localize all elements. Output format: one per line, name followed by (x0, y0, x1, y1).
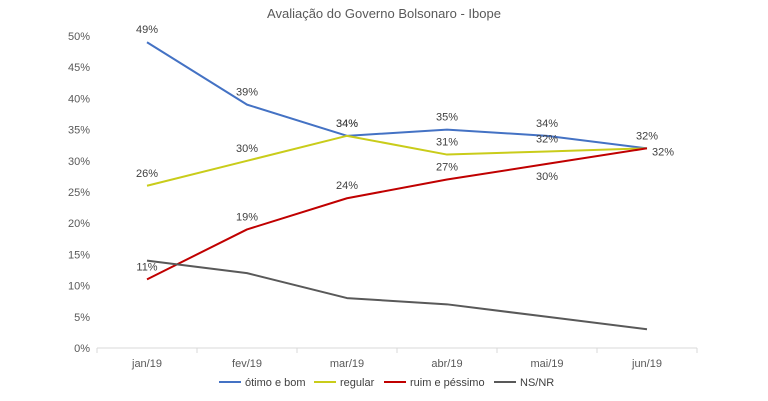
data-label: 30% (236, 143, 258, 155)
data-label: 19% (236, 211, 258, 223)
chart-title: Avaliação do Governo Bolsonaro - Ibope (267, 6, 501, 21)
x-tick-label: mar/19 (330, 358, 364, 370)
data-label: 49% (136, 24, 158, 36)
y-tick-label: 45% (68, 62, 90, 74)
y-tick-label: 25% (68, 187, 90, 199)
y-tick-label: 5% (74, 312, 90, 324)
y-tick-label: 10% (68, 281, 90, 293)
legend-item-ruim-e-pessimo: ruim e péssimo (384, 377, 485, 389)
legend-label: ruim e péssimo (410, 377, 485, 389)
data-label: 35% (436, 112, 458, 124)
legend-label: regular (340, 377, 375, 389)
data-label: 11% (136, 261, 157, 273)
y-tick-label: 15% (68, 249, 90, 261)
data-label: 31% (436, 137, 458, 149)
y-tick-label: 0% (74, 343, 90, 355)
x-tick-label: abr/19 (431, 358, 462, 370)
axes: 0% 5% 10% 15% 20% 25% 30% 35% 40% 45% 50% jan/19 fev… (68, 31, 698, 370)
series-line-otimo-e-bom (146, 41, 648, 150)
data-label: 24% (336, 180, 358, 192)
data-labels: 49%39%34%35%34%32%26%30%34%31% 32%32%11%1… (136, 24, 674, 273)
data-label: 32% (636, 130, 658, 142)
data-label: 34% (336, 118, 358, 130)
legend-item-otimo-e-bom: ótimo e bom (219, 377, 306, 389)
series-line-regular (146, 134, 648, 187)
data-label: 27% (436, 162, 458, 174)
x-tick-label: mai/19 (530, 358, 563, 370)
y-tick-label: 50% (68, 31, 90, 43)
data-label: 34% (536, 118, 558, 130)
x-tick-label: fev/19 (232, 358, 262, 370)
data-label: 34% (336, 118, 358, 130)
legend-label: ótimo e bom (245, 377, 306, 389)
data-label: 32% (536, 133, 558, 145)
y-tick-label: 35% (68, 125, 90, 137)
data-label: 32% (652, 146, 674, 158)
y-tick-label: 30% (68, 156, 90, 168)
legend-item-regular: regular (314, 377, 375, 389)
x-tick-label: jan/19 (131, 358, 162, 370)
y-tick-label: 20% (68, 218, 90, 230)
x-tick-label: jun/19 (631, 358, 662, 370)
series-line-ruim-e-pessimo (146, 147, 648, 281)
data-label: 26% (136, 168, 158, 180)
series-lines (146, 41, 648, 331)
series-line-ns-nr (146, 259, 648, 331)
legend: ótimo e bom regular ruim e péssimo NS/NR (219, 377, 554, 389)
legend-item-ns-nr: NS/NR (494, 377, 554, 389)
data-label: 39% (236, 87, 258, 99)
data-label: 30% (536, 171, 558, 183)
y-tick-label: 40% (68, 93, 90, 105)
legend-label: NS/NR (520, 377, 554, 389)
